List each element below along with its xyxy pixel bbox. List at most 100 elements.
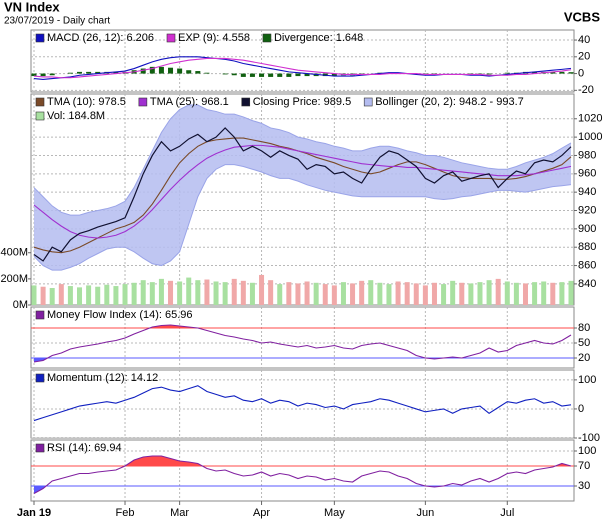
x-tick-label: Jun bbox=[416, 507, 434, 519]
bar bbox=[377, 282, 383, 305]
bar bbox=[322, 284, 328, 305]
bar bbox=[422, 285, 428, 305]
y-tick-label: 30 bbox=[578, 480, 590, 492]
y-tick-label: 920 bbox=[578, 204, 596, 216]
bar bbox=[386, 284, 392, 305]
bar bbox=[522, 283, 528, 305]
legend-swatch bbox=[138, 97, 148, 107]
bar bbox=[277, 73, 283, 77]
bar bbox=[532, 282, 538, 305]
bar bbox=[204, 72, 210, 74]
bar bbox=[86, 285, 92, 305]
bar bbox=[559, 71, 565, 74]
bar bbox=[204, 279, 210, 305]
y-tick-label: 20 bbox=[578, 51, 590, 63]
legend-label: Vol: 184.8M bbox=[47, 110, 105, 122]
bar bbox=[168, 67, 174, 74]
bar bbox=[113, 286, 119, 305]
chart-title: VN Index bbox=[4, 0, 60, 14]
bar bbox=[149, 282, 155, 305]
bar bbox=[331, 73, 337, 77]
bar bbox=[295, 73, 301, 77]
bar bbox=[286, 73, 292, 77]
y-tick-label: 1000 bbox=[578, 131, 602, 143]
bar bbox=[249, 73, 255, 77]
y2-tick-label: 200M bbox=[0, 273, 28, 285]
legend-label: RSI (14): 69.94 bbox=[47, 442, 122, 454]
legend-swatch bbox=[35, 310, 45, 320]
bar bbox=[541, 281, 547, 305]
y-tick-label: -20 bbox=[578, 84, 594, 96]
bar bbox=[40, 286, 46, 305]
legend-label: Bollinger (20, 2): 948.2 - 993.7 bbox=[375, 96, 524, 108]
bar bbox=[149, 66, 155, 74]
bar bbox=[195, 280, 201, 305]
bar bbox=[122, 284, 128, 305]
bar bbox=[177, 281, 183, 305]
legend-swatch bbox=[35, 443, 45, 453]
series-line bbox=[33, 385, 572, 422]
y-tick-label: 0 bbox=[578, 403, 584, 415]
bar bbox=[513, 282, 519, 305]
bar bbox=[186, 70, 192, 74]
bar bbox=[441, 284, 447, 305]
band-area bbox=[34, 105, 571, 271]
bar bbox=[158, 278, 164, 305]
bar bbox=[550, 71, 556, 74]
bar bbox=[404, 282, 410, 305]
bar bbox=[95, 71, 101, 74]
bar bbox=[486, 73, 492, 75]
bar bbox=[58, 284, 64, 305]
series-line bbox=[33, 56, 572, 80]
legend-swatch bbox=[262, 33, 272, 43]
bar bbox=[140, 68, 146, 74]
bar bbox=[77, 287, 83, 305]
y-tick-label: 900 bbox=[578, 223, 596, 235]
bar bbox=[113, 71, 119, 74]
y-tick-label: 980 bbox=[578, 149, 596, 161]
brand: VCBS bbox=[564, 9, 600, 24]
legend-swatch bbox=[35, 97, 45, 107]
bar bbox=[304, 73, 310, 77]
bar bbox=[286, 282, 292, 305]
y-tick-label: -100 bbox=[578, 432, 600, 444]
legend-label: MACD (26, 12): 6.206 bbox=[47, 32, 154, 44]
bar bbox=[568, 280, 574, 305]
bar bbox=[158, 66, 164, 74]
bar bbox=[568, 72, 574, 74]
bar bbox=[222, 282, 228, 305]
bar bbox=[67, 72, 73, 74]
bar bbox=[495, 278, 501, 305]
bar bbox=[131, 282, 137, 305]
band-lower bbox=[33, 164, 572, 271]
series-line bbox=[33, 144, 572, 239]
legend-swatch bbox=[363, 97, 373, 107]
legend-swatch bbox=[35, 33, 45, 43]
bar bbox=[359, 280, 365, 305]
legend-swatch bbox=[241, 97, 251, 107]
bar bbox=[195, 71, 201, 74]
bar bbox=[295, 283, 301, 305]
bar bbox=[177, 68, 183, 74]
plot bbox=[31, 30, 574, 92]
bar bbox=[413, 283, 419, 305]
series-line bbox=[33, 127, 572, 262]
x-tick-label: Jan 19 bbox=[17, 507, 51, 519]
bar bbox=[40, 73, 46, 77]
bar bbox=[532, 71, 538, 74]
bar bbox=[86, 71, 92, 74]
bar bbox=[31, 73, 37, 77]
y-tick-label: 100 bbox=[578, 374, 596, 386]
band-fill bbox=[34, 325, 571, 328]
plot bbox=[31, 440, 574, 501]
bar bbox=[140, 280, 146, 305]
bar bbox=[240, 280, 246, 305]
legend-label: Momentum (12): 14.12 bbox=[47, 372, 158, 384]
bar bbox=[559, 282, 565, 305]
bar bbox=[340, 282, 346, 305]
series-line bbox=[33, 324, 572, 363]
bar bbox=[304, 281, 310, 305]
chart-subtitle: 23/07/2019 - Daily chart bbox=[4, 16, 110, 27]
panel bbox=[30, 369, 575, 439]
bar bbox=[268, 280, 274, 305]
